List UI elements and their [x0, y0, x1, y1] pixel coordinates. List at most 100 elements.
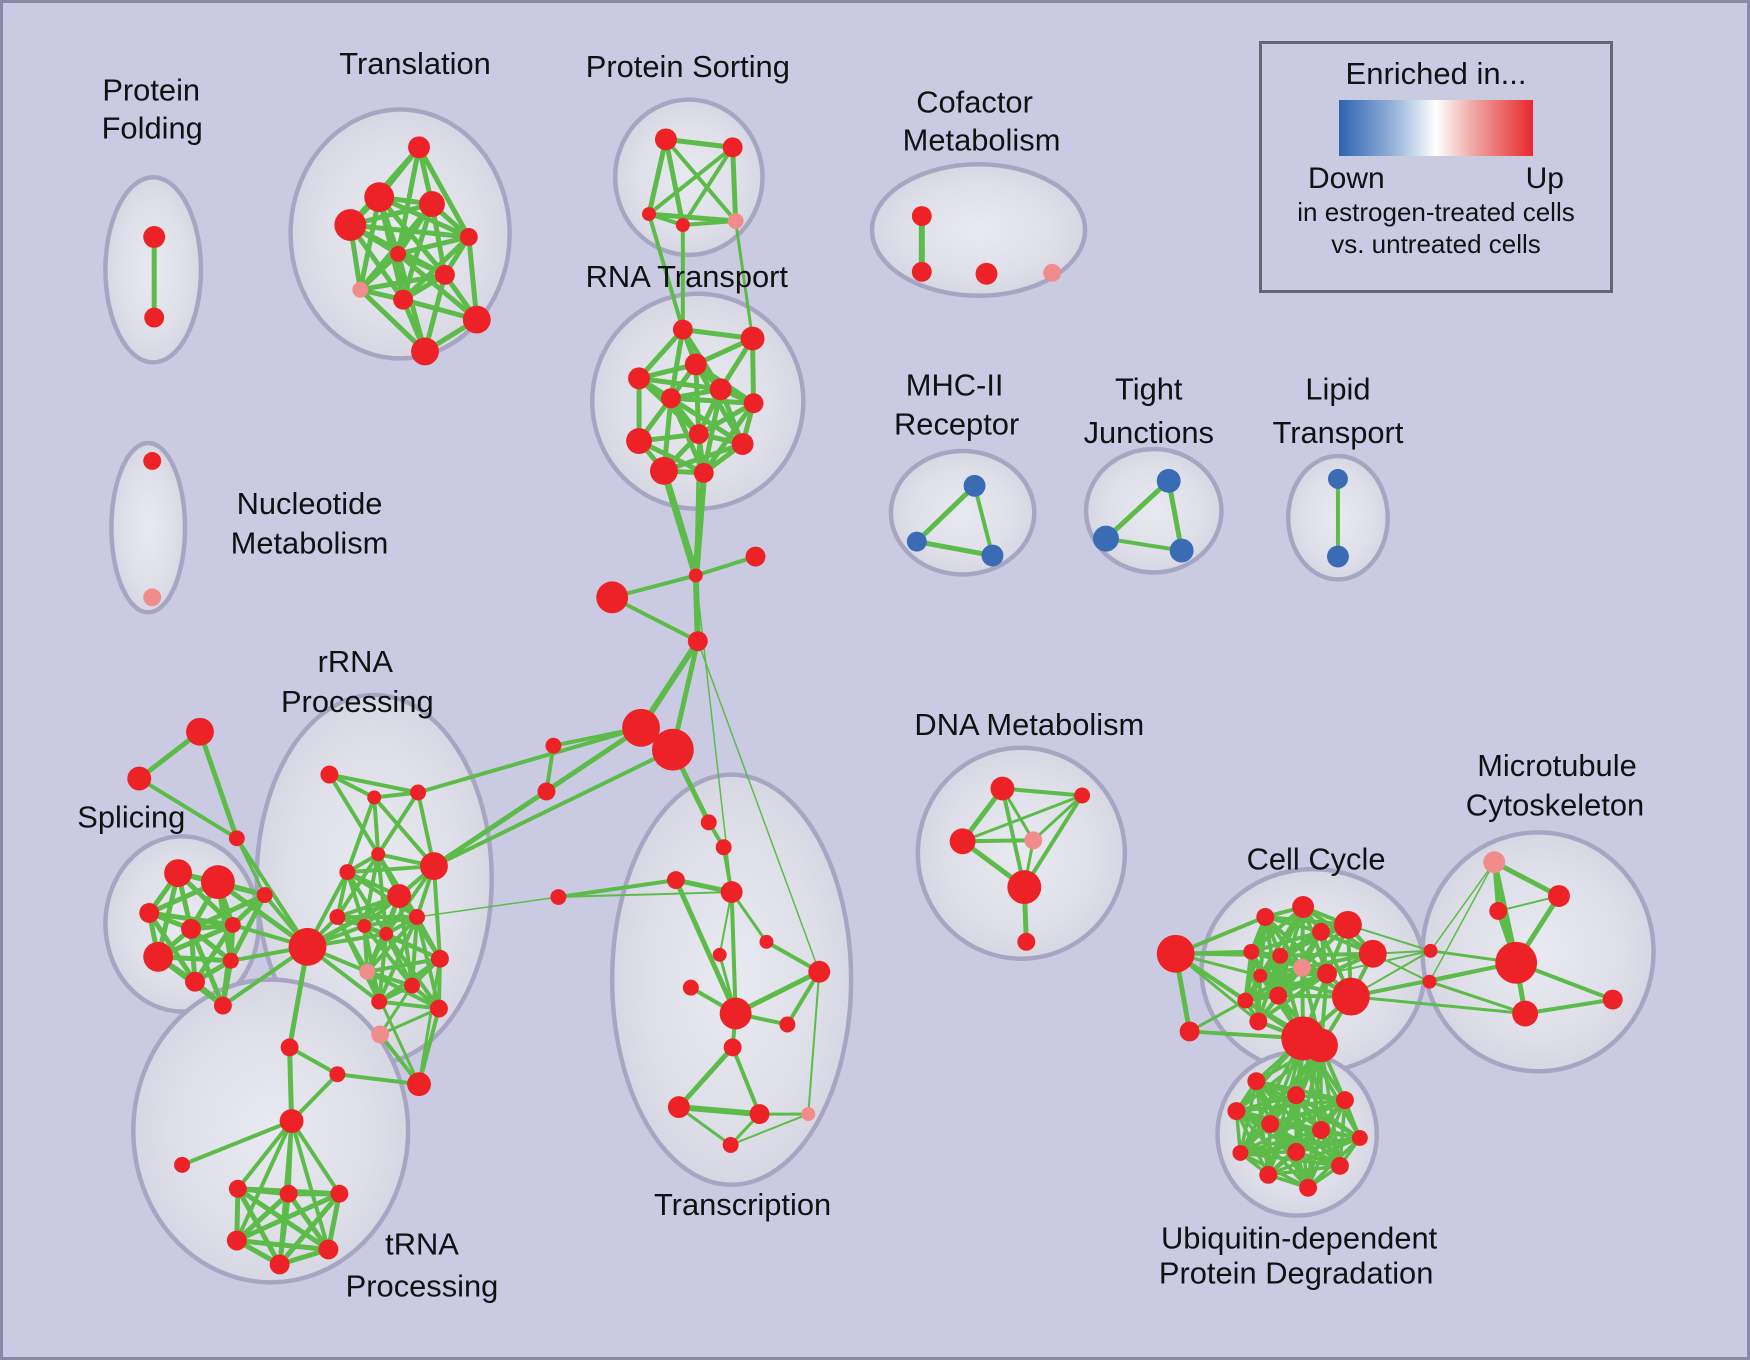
node-tx11[interactable]: [723, 1038, 742, 1057]
node-tx10[interactable]: [779, 1016, 796, 1033]
node-hx6[interactable]: [269, 1254, 290, 1275]
node-dm4[interactable]: [1024, 831, 1043, 850]
node-tx2[interactable]: [715, 839, 732, 856]
node-mt6[interactable]: [1422, 974, 1437, 989]
node-sp10[interactable]: [213, 996, 232, 1015]
node-cc12[interactable]: [1253, 968, 1268, 983]
node-rt7[interactable]: [743, 393, 764, 414]
node-hx3[interactable]: [330, 1184, 349, 1203]
node-rr5[interactable]: [420, 852, 448, 881]
node-nm1[interactable]: [143, 452, 162, 470]
node-ub8[interactable]: [1232, 1144, 1249, 1161]
node-hx2[interactable]: [279, 1184, 298, 1203]
node-tx7[interactable]: [808, 960, 831, 983]
node-cc15[interactable]: [1249, 1012, 1268, 1031]
node-cc4[interactable]: [1292, 896, 1315, 918]
node-ln1[interactable]: [545, 737, 562, 754]
node-ps5[interactable]: [727, 213, 744, 229]
node-tx14[interactable]: [801, 1107, 816, 1122]
node-nm2[interactable]: [143, 588, 162, 607]
node-rr14[interactable]: [404, 977, 421, 994]
node-tx5[interactable]: [712, 947, 727, 962]
node-rr13[interactable]: [359, 963, 376, 980]
node-ub7[interactable]: [1351, 1130, 1368, 1146]
node-hx1[interactable]: [228, 1179, 247, 1198]
node-cc6[interactable]: [1333, 910, 1362, 939]
node-rt10[interactable]: [731, 433, 754, 455]
node-rr7[interactable]: [387, 884, 412, 908]
node-pf1[interactable]: [143, 226, 166, 248]
node-rr16[interactable]: [371, 993, 388, 1010]
node-rr4[interactable]: [371, 847, 386, 862]
node-cc2[interactable]: [1179, 1021, 1200, 1042]
node-dm2[interactable]: [1074, 787, 1091, 804]
node-rr10[interactable]: [379, 926, 394, 941]
node-tx9[interactable]: [719, 997, 752, 1030]
node-tc3[interactable]: [279, 1109, 304, 1133]
node-cf4[interactable]: [1043, 263, 1062, 282]
node-ps4[interactable]: [675, 218, 690, 232]
node-tx12[interactable]: [667, 1096, 690, 1119]
node-mt5[interactable]: [1423, 943, 1438, 958]
node-rr2[interactable]: [367, 790, 382, 805]
node-ln3[interactable]: [550, 889, 567, 906]
node-tl2[interactable]: [364, 182, 395, 213]
node-cc16[interactable]: [1331, 977, 1370, 1016]
node-rr6[interactable]: [339, 864, 356, 881]
node-hub1[interactable]: [622, 708, 660, 747]
node-cc5[interactable]: [1312, 922, 1330, 941]
node-tj3[interactable]: [1169, 538, 1194, 563]
node-sp8[interactable]: [256, 887, 273, 904]
node-mh1[interactable]: [963, 474, 986, 497]
node-ub5[interactable]: [1261, 1115, 1280, 1133]
node-tr3[interactable]: [228, 830, 245, 847]
node-tl5[interactable]: [459, 228, 478, 246]
node-rt11[interactable]: [649, 456, 678, 485]
node-rr9[interactable]: [357, 918, 372, 933]
node-cc18[interactable]: [1304, 1028, 1338, 1063]
node-dm6[interactable]: [1017, 932, 1036, 951]
node-rt1[interactable]: [672, 319, 693, 340]
node-hub2[interactable]: [651, 728, 694, 771]
node-sp1[interactable]: [164, 859, 193, 888]
node-rr3[interactable]: [410, 784, 426, 801]
node-ch3[interactable]: [596, 581, 629, 614]
node-tr1[interactable]: [186, 717, 214, 746]
node-tx13[interactable]: [749, 1104, 770, 1125]
node-lt2[interactable]: [1326, 545, 1349, 568]
node-rr15[interactable]: [430, 949, 449, 968]
node-ub9[interactable]: [1287, 1142, 1306, 1161]
node-tl4[interactable]: [334, 209, 367, 241]
node-cc11[interactable]: [1317, 963, 1337, 984]
node-cf1[interactable]: [911, 206, 932, 227]
node-tl3[interactable]: [419, 191, 445, 218]
node-tl10[interactable]: [462, 305, 491, 334]
node-ub10[interactable]: [1330, 1156, 1349, 1175]
node-rr17[interactable]: [429, 999, 448, 1018]
node-mt7[interactable]: [1512, 1000, 1539, 1027]
node-rr12[interactable]: [288, 927, 327, 966]
node-tx8[interactable]: [682, 979, 699, 996]
node-ub2[interactable]: [1287, 1086, 1306, 1105]
node-ps1[interactable]: [654, 128, 677, 151]
node-rr8[interactable]: [329, 908, 346, 925]
node-ch2[interactable]: [745, 546, 766, 567]
node-rt6[interactable]: [709, 378, 732, 401]
node-pf2[interactable]: [144, 307, 165, 328]
node-sp5[interactable]: [224, 916, 241, 933]
node-tc6[interactable]: [371, 1025, 390, 1044]
node-sp7[interactable]: [185, 971, 205, 992]
node-dm1[interactable]: [990, 776, 1015, 801]
node-tl8[interactable]: [352, 281, 369, 298]
node-tl6[interactable]: [390, 245, 407, 262]
node-tj1[interactable]: [1156, 468, 1181, 493]
node-sp3[interactable]: [139, 903, 160, 923]
node-ch1[interactable]: [688, 568, 703, 583]
node-rt5[interactable]: [660, 388, 681, 409]
node-mh2[interactable]: [906, 531, 927, 552]
node-lt1[interactable]: [1327, 468, 1348, 489]
node-tx1[interactable]: [700, 814, 717, 831]
node-ps3[interactable]: [642, 207, 656, 222]
node-hx4[interactable]: [226, 1230, 247, 1251]
node-mt4[interactable]: [1495, 941, 1538, 984]
